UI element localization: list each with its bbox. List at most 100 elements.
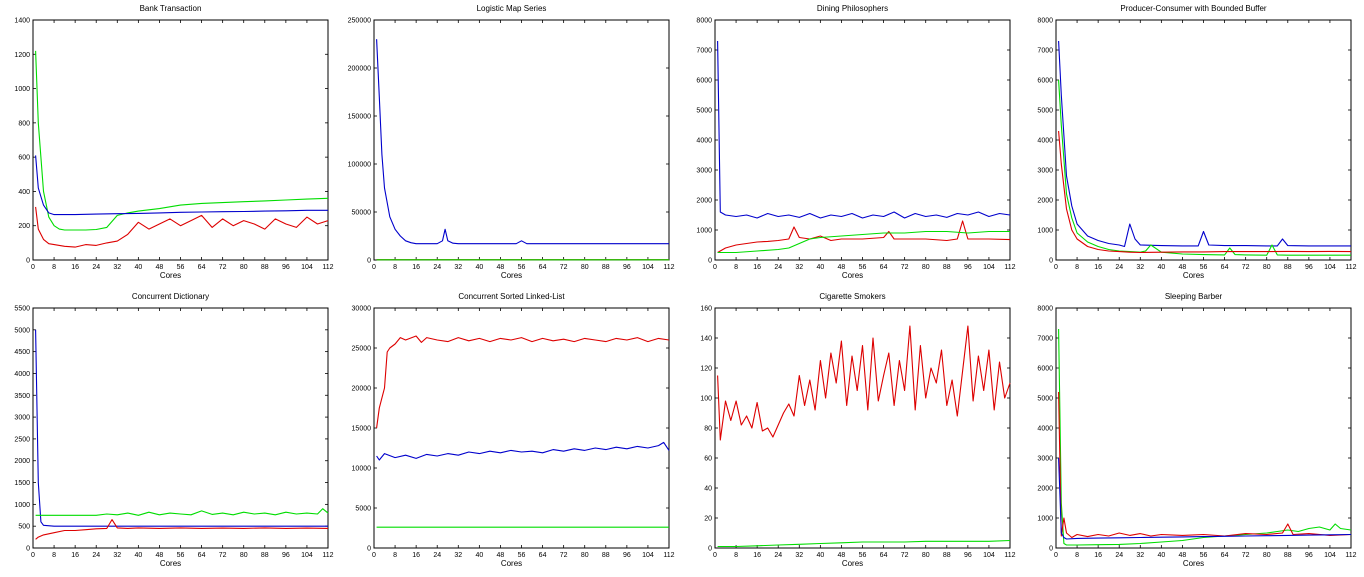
x-tick-label: 104 — [1324, 264, 1336, 271]
chart-plot: 0 8 16 24 32 40 48 56 64 72 80 88 96 104 112 0 1000 2000 3… — [1037, 306, 1356, 560]
series-line — [35, 508, 329, 516]
series-line — [35, 206, 329, 248]
chart-title: Cigarette Smokers — [819, 292, 886, 301]
y-tick-label: 20000 — [352, 386, 372, 393]
x-tick-label: 96 — [1305, 264, 1313, 271]
x-tick-label: 64 — [880, 552, 888, 559]
x-tick-label: 40 — [816, 264, 824, 271]
series-line — [35, 155, 328, 216]
series-line — [1058, 130, 1352, 254]
series-line — [376, 335, 670, 429]
x-tick-label: 112 — [322, 264, 333, 271]
y-tick-label: 400 — [18, 189, 30, 196]
x-tick-label: 88 — [602, 552, 610, 559]
y-tick-label: 1400 — [14, 18, 30, 25]
y-tick-label: 2000 — [14, 458, 30, 465]
x-tick-label: 64 — [198, 552, 206, 559]
x-tick-label: 0 — [713, 552, 717, 559]
x-tick-label: 0 — [31, 552, 35, 559]
y-tick-label: 0 — [26, 258, 30, 265]
x-tick-label: 96 — [282, 552, 290, 559]
chart-title: Bank Transaction — [139, 4, 202, 13]
y-tick-label: 5000 — [1037, 108, 1053, 115]
x-tick-label: 64 — [1221, 264, 1229, 271]
chart-plot: 0 8 16 24 32 40 48 56 64 72 80 88 96 104 112 0 5000 10000… — [352, 306, 675, 560]
x-tick-label: 64 — [539, 552, 547, 559]
y-tick-label: 100 — [700, 396, 712, 403]
series-line — [35, 50, 329, 231]
chart-panel: 0 8 16 24 32 40 48 56 64 72 80 88 96 104 112 0 500 1000 15… — [0, 288, 341, 576]
y-tick-label: 250000 — [348, 18, 371, 25]
x-tick-label: 40 — [134, 264, 142, 271]
x-tick-label: 80 — [240, 552, 248, 559]
x-tick-label: 0 — [372, 552, 376, 559]
x-tick-label: 56 — [518, 264, 526, 271]
x-tick-label: 0 — [713, 264, 717, 271]
y-tick-label: 600 — [18, 155, 30, 162]
x-tick-label: 16 — [412, 264, 420, 271]
y-tick-label: 6000 — [696, 78, 712, 85]
chart-panel: 0 8 16 24 32 40 48 56 64 72 80 88 96 104 112 0 1000 2000 3… — [1023, 288, 1364, 576]
x-tick-label: 16 — [753, 264, 761, 271]
x-tick-label: 48 — [156, 552, 164, 559]
x-tick-label: 32 — [113, 264, 121, 271]
x-tick-label: 112 — [1004, 552, 1015, 559]
x-tick-label: 80 — [581, 264, 589, 271]
x-tick-label: 48 — [838, 552, 846, 559]
y-tick-label: 1200 — [14, 52, 30, 59]
x-axis-label: Cores — [159, 271, 182, 280]
x-tick-label: 72 — [219, 264, 227, 271]
x-tick-label: 56 — [518, 552, 526, 559]
y-tick-label: 160 — [700, 306, 712, 313]
x-tick-label: 64 — [198, 264, 206, 271]
x-tick-label: 16 — [71, 552, 79, 559]
y-tick-label: 4000 — [14, 371, 30, 378]
chart-panel: 0 8 16 24 32 40 48 56 64 72 80 88 96 104 112 0 200 400 600… — [0, 0, 341, 288]
y-tick-label: 2000 — [1037, 198, 1053, 205]
x-tick-label: 104 — [642, 264, 654, 271]
x-tick-label: 48 — [1179, 264, 1187, 271]
x-axis-label: Cores — [159, 559, 182, 568]
y-tick-label: 100000 — [348, 162, 371, 169]
x-tick-label: 8 — [1075, 264, 1079, 271]
x-axis-label: Cores — [841, 559, 864, 568]
y-tick-label: 0 — [708, 258, 712, 265]
x-tick-label: 8 — [1075, 552, 1079, 559]
y-tick-label: 80 — [704, 426, 712, 433]
x-tick-label: 104 — [983, 264, 995, 271]
y-tick-label: 1000 — [696, 228, 712, 235]
series-line — [376, 441, 670, 461]
plot-frame — [714, 19, 1011, 261]
x-tick-label: 80 — [922, 264, 930, 271]
x-tick-label: 8 — [393, 264, 397, 271]
y-tick-label: 120 — [700, 366, 712, 373]
y-tick-label: 500 — [18, 524, 30, 531]
series-line — [376, 39, 669, 245]
y-tick-label: 8000 — [696, 18, 712, 25]
x-tick-label: 24 — [433, 264, 441, 271]
x-tick-label: 104 — [301, 264, 313, 271]
x-tick-label: 112 — [1345, 552, 1356, 559]
y-tick-label: 1000 — [14, 502, 30, 509]
x-tick-label: 32 — [454, 264, 462, 271]
x-tick-label: 24 — [92, 552, 100, 559]
x-tick-label: 24 — [1115, 552, 1123, 559]
x-tick-label: 72 — [1242, 264, 1250, 271]
chart-panel: 0 8 16 24 32 40 48 56 64 72 80 88 96 104 112 0 5000 10000… — [341, 288, 682, 576]
series-line — [35, 519, 329, 540]
chart-title: Producer-Consumer with Bounded Buffer — [1120, 4, 1267, 13]
x-axis-label: Cores — [1182, 559, 1205, 568]
x-tick-label: 64 — [1221, 552, 1229, 559]
chart-plot: 0 8 16 24 32 40 48 56 64 72 80 88 96 104 112 0 20 40 60 80 1… — [700, 306, 1015, 560]
y-tick-label: 7000 — [1037, 336, 1053, 343]
y-tick-label: 2000 — [1037, 486, 1053, 493]
y-tick-label: 8000 — [1037, 306, 1053, 313]
x-tick-label: 56 — [1200, 264, 1208, 271]
x-tick-label: 72 — [901, 552, 909, 559]
x-tick-label: 104 — [983, 552, 995, 559]
y-tick-label: 5000 — [696, 108, 712, 115]
x-tick-label: 96 — [623, 264, 631, 271]
x-tick-label: 48 — [156, 264, 164, 271]
x-tick-label: 56 — [859, 552, 867, 559]
x-tick-label: 88 — [1284, 264, 1292, 271]
